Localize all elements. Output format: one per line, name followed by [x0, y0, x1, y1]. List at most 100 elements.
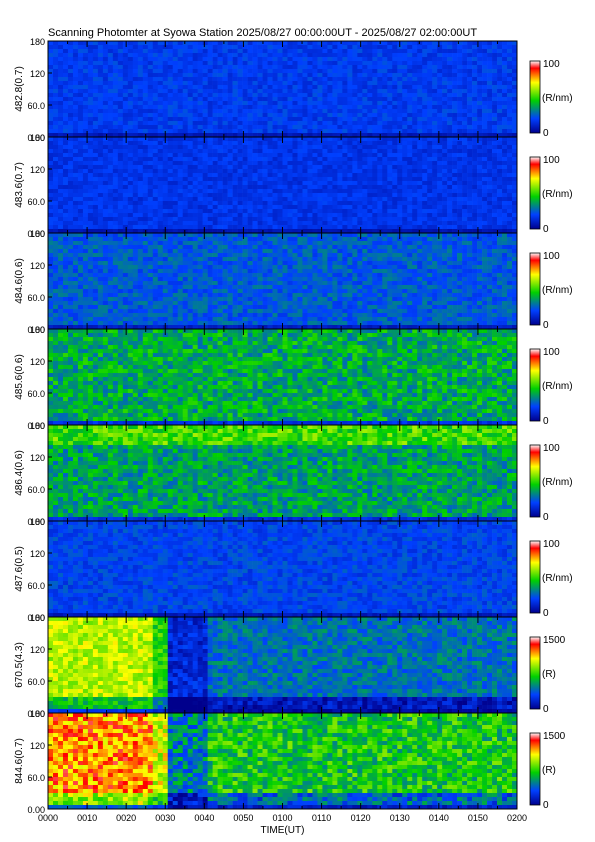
y-tick-label: 120: [30, 453, 45, 463]
x-tick-label: 0200: [507, 813, 527, 823]
y-tick-label: 0.00: [27, 517, 45, 527]
chart-title: Scanning Photomter at Syowa Station 2025…: [48, 27, 478, 39]
y-tick-label: 180: [30, 517, 45, 527]
colorbar-max-label: 100: [543, 59, 560, 70]
x-axis-label: TIME(UT): [261, 825, 305, 836]
y-tick-label: 180: [30, 133, 45, 143]
panel-label: 486.4(0.6): [14, 450, 25, 496]
panel-8: 0.00 60.0 120 180 844.6(0.7) 1500 0 (R): [14, 709, 566, 815]
panel-1: 0.00 60.0 120 180 482.8(0.7) 100 0 (R/nm): [14, 37, 573, 143]
colorbar-max-label: 1500: [543, 731, 566, 742]
y-tick-label: 60.0: [27, 389, 45, 399]
heatmap: [48, 713, 518, 810]
colorbar-max-label: 100: [543, 347, 560, 358]
colorbar-units: (R/nm): [542, 381, 573, 392]
y-tick-label: 120: [30, 549, 45, 559]
colorbar-max-label: 1500: [543, 635, 566, 646]
y-tick-label: 60.0: [27, 293, 45, 303]
colorbar-min-label: 0: [543, 608, 549, 619]
colorbar: [529, 444, 541, 518]
x-tick-label: 0130: [390, 813, 410, 823]
y-tick-label: 60.0: [27, 773, 45, 783]
colorbar-min-label: 0: [543, 512, 549, 523]
panel-label: 482.8(0.7): [14, 66, 25, 112]
x-tick-label: 0040: [194, 813, 214, 823]
y-tick-label: 60.0: [27, 581, 45, 591]
y-tick-label: 120: [30, 261, 45, 271]
colorbar-units: (R): [542, 765, 556, 776]
y-tick-label: 180: [30, 325, 45, 335]
x-tick-label: 0050: [233, 813, 253, 823]
panel-7: 0.00 60.0 120 180 670.5(4.3) 1500 0 (R): [14, 613, 566, 719]
y-tick-label: 180: [30, 229, 45, 239]
y-tick-label: 60.0: [27, 197, 45, 207]
y-tick-label: 60.0: [27, 677, 45, 687]
y-tick-label: 60.0: [27, 101, 45, 111]
colorbar-max-label: 100: [543, 443, 560, 454]
x-tick-label: 0140: [429, 813, 449, 823]
y-tick-label: 60.0: [27, 485, 45, 495]
colorbar-min-label: 0: [543, 128, 549, 139]
panel-4: 0.00 60.0 120 180 485.6(0.6) 100 0 (R/nm): [14, 325, 573, 431]
colorbar: [529, 348, 541, 422]
colorbar: [529, 252, 541, 326]
y-tick-label: 0.00: [27, 133, 45, 143]
colorbar-units: (R): [542, 669, 556, 680]
y-tick-label: 0.00: [27, 325, 45, 335]
heatmap: [48, 617, 518, 714]
colorbar-units: (R/nm): [542, 285, 573, 296]
heatmap: [48, 137, 518, 234]
colorbar-min-label: 0: [543, 800, 549, 811]
x-tick-label: 0110: [312, 813, 331, 823]
y-tick-label: 180: [30, 709, 45, 719]
y-tick-label: 0.00: [27, 805, 45, 815]
colorbar-min-label: 0: [543, 224, 549, 235]
y-tick-label: 0.00: [27, 421, 45, 431]
colorbar-units: (R/nm): [542, 573, 573, 584]
y-tick-label: 180: [30, 421, 45, 431]
x-tick-label: 0010: [77, 813, 97, 823]
colorbar-max-label: 100: [543, 539, 560, 550]
colorbar-units: (R/nm): [542, 477, 573, 488]
colorbar: [529, 540, 541, 614]
panel-label: 483.6(0.7): [14, 162, 25, 208]
heatmap: [48, 521, 518, 618]
panel-label: 487.6(0.5): [14, 546, 25, 592]
y-tick-label: 120: [30, 741, 45, 751]
heatmap: [48, 233, 518, 330]
x-tick-label: 0120: [351, 813, 371, 823]
panel-label: 485.6(0.6): [14, 354, 25, 400]
colorbar: [529, 60, 541, 134]
heatmap: [48, 41, 518, 138]
y-tick-label: 120: [30, 357, 45, 367]
y-tick-label: 0.00: [27, 613, 45, 623]
x-tick-label: 0030: [155, 813, 175, 823]
y-tick-label: 120: [30, 645, 45, 655]
heatmap: [48, 425, 518, 522]
colorbar: [529, 636, 541, 710]
y-tick-label: 120: [30, 165, 45, 175]
x-tick-label: 0020: [116, 813, 136, 823]
panel-label: 844.6(0.7): [14, 738, 25, 784]
heatmap: [48, 329, 518, 426]
colorbar-min-label: 0: [543, 320, 549, 331]
colorbar-units: (R/nm): [542, 189, 573, 200]
panel-2: 0.00 60.0 120 180 483.6(0.7) 100 0 (R/nm): [14, 133, 573, 239]
x-tick-label: 0100: [272, 813, 292, 823]
colorbar: [529, 156, 541, 230]
colorbar-min-label: 0: [543, 416, 549, 427]
y-tick-label: 180: [30, 613, 45, 623]
y-tick-label: 0.00: [27, 229, 45, 239]
panel-5: 0.00 60.0 120 180 486.4(0.6) 100 0 (R/nm): [14, 421, 573, 527]
colorbar: [529, 732, 541, 806]
y-tick-label: 120: [30, 69, 45, 79]
x-tick-label: 0000: [38, 813, 58, 823]
colorbar-max-label: 100: [543, 155, 560, 166]
colorbar-units: (R/nm): [542, 93, 573, 104]
panel-label: 484.6(0.6): [14, 258, 25, 304]
panel-label: 670.5(4.3): [14, 642, 25, 688]
y-tick-label: 0.00: [27, 709, 45, 719]
panel-3: 0.00 60.0 120 180 484.6(0.6) 100 0 (R/nm): [14, 229, 573, 335]
panel-6: 0.00 60.0 120 180 487.6(0.5) 100 0 (R/nm): [14, 517, 573, 623]
